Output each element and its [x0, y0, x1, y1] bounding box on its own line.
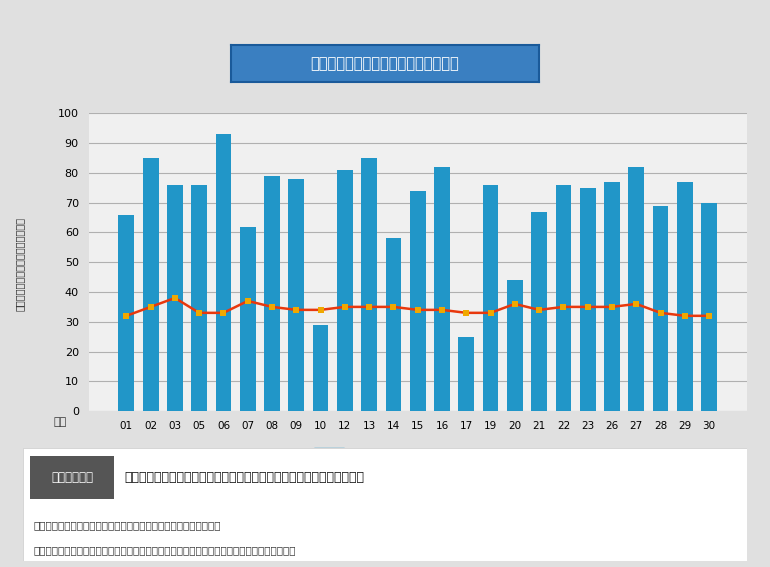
- Bar: [434, 167, 450, 411]
- Text: 稼働人数・平均コンタクト数（時）: 稼働人数・平均コンタクト数（時）: [15, 217, 24, 311]
- Text: 「１日当たり稼働平均コンタクト数統計」を時間で分析したものです。: 「１日当たり稼働平均コンタクト数統計」を時間で分析したものです。: [125, 471, 364, 484]
- Bar: [167, 185, 182, 411]
- Bar: [531, 211, 547, 411]
- Bar: [410, 191, 426, 411]
- Bar: [142, 158, 159, 411]
- Text: 時間当たり稼働平均コンタクト数統計: 時間当たり稼働平均コンタクト数統計: [310, 56, 460, 71]
- Text: 時間毎のオペレータの稼働状況を把握することはとても大事です。: 時間毎のオペレータの稼働状況を把握することはとても大事です。: [34, 520, 222, 530]
- Bar: [191, 185, 207, 411]
- Bar: [289, 179, 304, 411]
- Bar: [677, 182, 693, 411]
- Bar: [386, 238, 401, 411]
- Bar: [555, 185, 571, 411]
- Bar: [628, 167, 644, 411]
- Bar: [240, 226, 256, 411]
- Bar: [604, 182, 620, 411]
- Bar: [458, 337, 474, 411]
- Bar: [483, 185, 498, 411]
- Bar: [361, 158, 377, 411]
- Bar: [653, 206, 668, 411]
- Bar: [337, 170, 353, 411]
- Bar: [313, 325, 329, 411]
- FancyBboxPatch shape: [23, 448, 747, 561]
- FancyBboxPatch shape: [30, 456, 114, 499]
- Text: コンタクト数は変わらないが、成果が上がっていない場合は、オペレータの教育が必要です。: コンタクト数は変わらないが、成果が上がっていない場合は、オペレータの教育が必要で…: [34, 545, 296, 555]
- Bar: [701, 203, 717, 411]
- Text: 分析ポイント: 分析ポイント: [51, 471, 93, 484]
- Text: 日付: 日付: [54, 417, 67, 427]
- Bar: [264, 176, 280, 411]
- Bar: [119, 215, 134, 411]
- Bar: [507, 280, 523, 411]
- Bar: [580, 188, 595, 411]
- Legend: 稼働人数, 平均コンタクト数（時）: 稼働人数, 平均コンタクト数（時）: [314, 447, 521, 460]
- Bar: [216, 134, 231, 411]
